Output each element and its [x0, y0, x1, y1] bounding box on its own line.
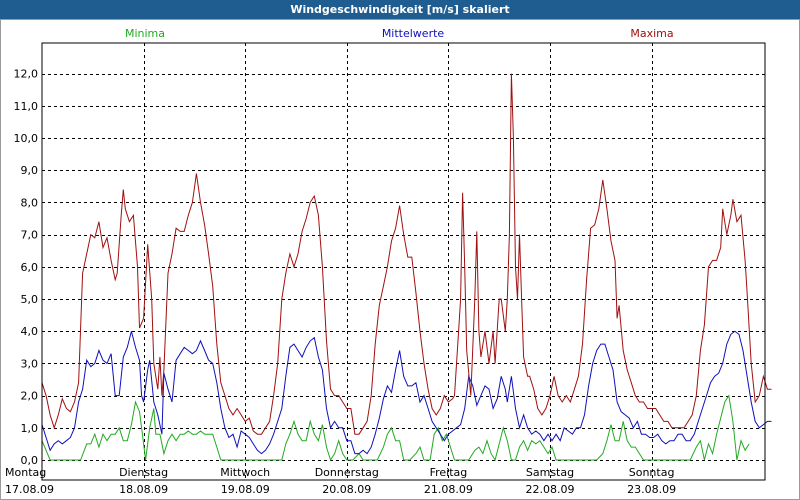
x-tick-date-label: 19.08.09 [221, 483, 270, 496]
y-tick-label: 9,0 [21, 164, 39, 177]
x-tick-date-label: 22.08.09 [526, 483, 575, 496]
window-title: Windgeschwindigkeit [m/s] skaliert [0, 0, 800, 19]
y-tick-label: 7,0 [21, 229, 39, 242]
x-tick-day-label: Dienstag [119, 466, 168, 479]
plot-area-border [41, 42, 766, 481]
y-tick-label: 5,0 [21, 293, 39, 306]
y-tick-label: 2,0 [21, 390, 39, 403]
x-tick-day-label: Donnerstag [315, 466, 379, 479]
y-tick-label: 1,0 [21, 422, 39, 435]
legend-entry-minima: Minima [125, 27, 165, 40]
y-tick-label: 12,0 [14, 68, 39, 81]
x-tick-date-label: 21.08.09 [424, 483, 473, 496]
legend-entry-maxima: Maxima [630, 27, 673, 40]
x-tick-day-label: Mittwoch [220, 466, 270, 479]
legend-entry-mittelwerte: Mittelwerte [382, 27, 445, 40]
x-tick-date-label: 18.08.09 [119, 483, 168, 496]
y-tick-label: 8,0 [21, 196, 39, 209]
x-tick-day-label: Montag [5, 466, 46, 479]
y-axis-tick-labels: 0,0 1,0 2,0 3,0 4,0 5,0 6,0 7,0 8,0 9,0 10,0 11,0 12… [14, 68, 39, 467]
y-tick-label: 11,0 [14, 100, 39, 113]
x-tick-date-label: 23.08.09 [627, 483, 676, 496]
series-line-minima [41, 394, 750, 462]
legend: Minima Mittelwerte Maxima [125, 27, 674, 40]
x-tick-day-label: Sonntag [629, 466, 675, 479]
x-tick-date-label: 17.08.09 [5, 483, 54, 496]
series-line-mittelwerte [41, 330, 772, 455]
x-tick-day-label: Samstag [526, 466, 574, 479]
y-tick-label: 4,0 [21, 325, 39, 338]
chart-frame: Minima Mittelwerte Maxima 0,0 1,0 2,0 3,0 4,0 5… [0, 19, 800, 500]
y-tick-label: 3,0 [21, 357, 39, 370]
y-tick-label: 10,0 [14, 132, 39, 145]
grid-lines [42, 43, 765, 480]
x-tick-date-label: 20.08.09 [322, 483, 371, 496]
y-tick-label: 6,0 [21, 261, 39, 274]
x-axis-tick-labels: Montag 17.08.09 Dienstag 18.08.09 Mittwoch 19… [5, 466, 676, 496]
x-tick-day-label: Freitag [430, 466, 468, 479]
y-tick-label: 0,0 [21, 454, 39, 467]
series-lines [41, 73, 772, 462]
wind-speed-chart: Minima Mittelwerte Maxima 0,0 1,0 2,0 3,0 4,0 5… [5, 27, 772, 496]
series-line-maxima [41, 73, 772, 435]
